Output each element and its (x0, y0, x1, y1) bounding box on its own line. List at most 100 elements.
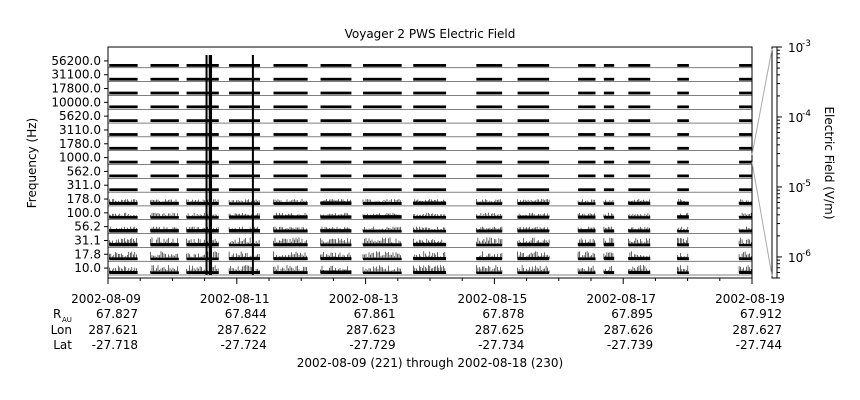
spectral-noise (517, 199, 550, 204)
data-segment (677, 133, 689, 136)
date-range-subtitle: 2002-08-09 (221) through 2002-08-18 (230… (297, 356, 563, 370)
channel-row (108, 251, 752, 262)
data-segment (186, 271, 219, 274)
data-segment (677, 188, 689, 192)
data-segment (476, 202, 503, 205)
data-segment (186, 201, 219, 205)
data-segment (363, 133, 402, 136)
data-segment (109, 105, 138, 109)
spectral-noise (273, 198, 307, 204)
spectral-noise (273, 212, 307, 218)
data-segment (150, 64, 179, 67)
data-segment (628, 160, 651, 164)
spectral-noise (738, 265, 752, 273)
ephem-value: 287.623 (346, 323, 396, 337)
y-tick-label: 10000.0 (51, 95, 101, 109)
spectral-noise (228, 226, 260, 232)
data-segment (603, 77, 615, 81)
data-segment (628, 133, 651, 136)
spectral-noise (186, 199, 219, 204)
ephem-value: 67.878 (482, 307, 524, 321)
data-segment (109, 146, 138, 150)
data-segment (273, 160, 308, 164)
data-segment (320, 243, 352, 247)
data-segment (150, 133, 179, 136)
data-segment (578, 64, 596, 67)
channel-row (108, 174, 752, 179)
data-segment (150, 243, 179, 247)
data-segment (628, 91, 651, 95)
data-segment (739, 229, 752, 233)
data-segment (517, 256, 550, 261)
data-segment (186, 77, 219, 81)
data-segment (109, 201, 138, 205)
data-segment (186, 229, 219, 233)
spectral-noise (320, 199, 351, 204)
data-segment (320, 105, 352, 109)
data-segment (578, 188, 596, 192)
data-segment (320, 119, 352, 123)
data-segment (517, 133, 550, 136)
spectral-noise (628, 199, 650, 204)
data-segment (476, 188, 503, 192)
spectral-noise (677, 237, 689, 246)
spectral-noise (362, 265, 401, 273)
spectral-noise (517, 251, 550, 260)
data-segment (628, 146, 651, 150)
x-tick-label: 2002-08-09 (71, 292, 141, 306)
y-tick-label: 10.0 (74, 261, 101, 275)
spectral-noise (603, 237, 614, 246)
data-segment (363, 91, 402, 95)
data-segment (186, 216, 219, 219)
spectral-noise (273, 237, 307, 246)
y-tick-label: 56200.0 (51, 54, 101, 68)
channel-row (108, 160, 752, 165)
colorbar-tick-exp: -3 (802, 39, 811, 49)
colorbar-tick-base: 10 (788, 181, 803, 195)
data-segment (517, 119, 550, 123)
data-segment (186, 160, 219, 164)
channel-row (108, 105, 752, 110)
data-segment (186, 243, 219, 247)
data-segment (677, 91, 689, 95)
data-segment (273, 257, 308, 261)
spectral-noise (362, 199, 401, 204)
data-segment (517, 201, 550, 205)
data-segment (109, 216, 138, 219)
spectral-noise (628, 238, 650, 246)
spectral-noise (228, 212, 260, 218)
data-segment (109, 91, 138, 95)
data-segment (109, 257, 138, 261)
data-segment (413, 77, 447, 81)
data-segment (578, 174, 596, 178)
data-segment (603, 256, 615, 261)
channel-row (108, 77, 752, 82)
data-segment (320, 91, 352, 95)
data-segment (413, 160, 447, 164)
x-tick-label: 2002-08-19 (715, 292, 785, 306)
colorbar-tick-exp: -4 (802, 109, 811, 119)
data-segment (320, 146, 352, 150)
data-segment (628, 229, 651, 233)
data-segment (229, 188, 260, 192)
spectral-noise (273, 226, 307, 232)
data-segment (273, 174, 308, 178)
data-segment (677, 146, 689, 150)
spectral-noise (603, 265, 614, 273)
data-segment (517, 229, 550, 233)
colorbar: 10-610-510-410-3 (751, 39, 811, 279)
spectral-noise (738, 199, 752, 204)
colorbar-tick-base: 10 (788, 251, 803, 265)
data-segment (517, 174, 550, 178)
x-tick-label: 2002-08-15 (458, 292, 528, 306)
spectral-noise (476, 199, 503, 204)
data-segment (150, 229, 179, 233)
data-segment (739, 119, 752, 123)
spectral-noise (738, 212, 752, 218)
spectral-noise (577, 265, 595, 273)
data-segment (229, 271, 260, 274)
colorbar-tick-exp: -6 (802, 249, 811, 259)
colorbar-tick-base: 10 (788, 41, 803, 55)
y-axis: 10.017.831.156.2100.0178.0311.0562.01000… (51, 54, 108, 275)
